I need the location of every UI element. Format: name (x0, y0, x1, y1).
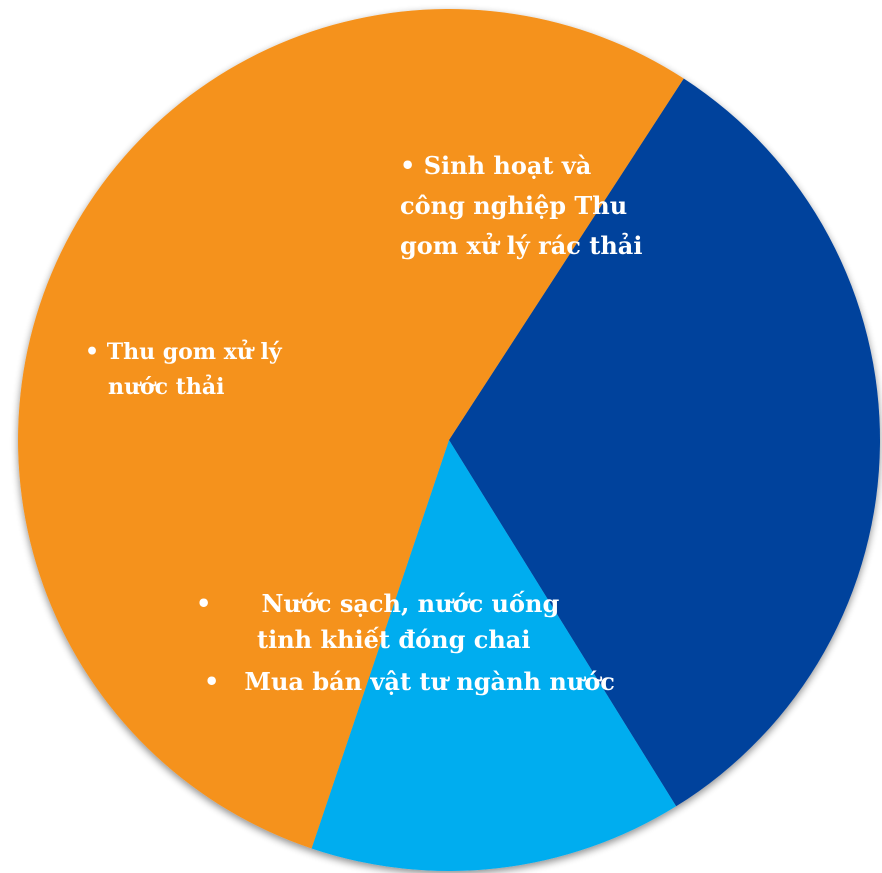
slice-label-nuoc-sach: • Nước sạch, nước uống tinh khiết đóng c… (0, 0, 640, 696)
slice-label-line: • Thu gom xử lý (85, 339, 283, 365)
slice-label-line: • Mua bán vật tư ngành nước (204, 667, 615, 696)
slice-label-line: công nghiệp Thu (400, 191, 627, 220)
pie-slice-2 (18, 9, 684, 849)
slice-label-sinh-hoat: • Sinh hoạt và công nghiệp Thu gom xử lý… (400, 151, 642, 260)
slice-label-line: • Sinh hoạt và (400, 151, 591, 180)
pie-slices (18, 9, 881, 871)
slice-label-thu-gom-nuoc-thai: • Thu gom xử lý nước thải (85, 339, 289, 400)
slice-label-line: gom xử lý rác thải (400, 231, 642, 260)
pie-slice-0 (449, 78, 881, 807)
pie-slice-1 (311, 440, 677, 871)
slice-label-line: nước thải (108, 374, 225, 400)
slice-label-line: • Nước sạch, nước uống (196, 589, 559, 618)
slice-label-line: tinh khiết đóng chai (257, 625, 530, 654)
